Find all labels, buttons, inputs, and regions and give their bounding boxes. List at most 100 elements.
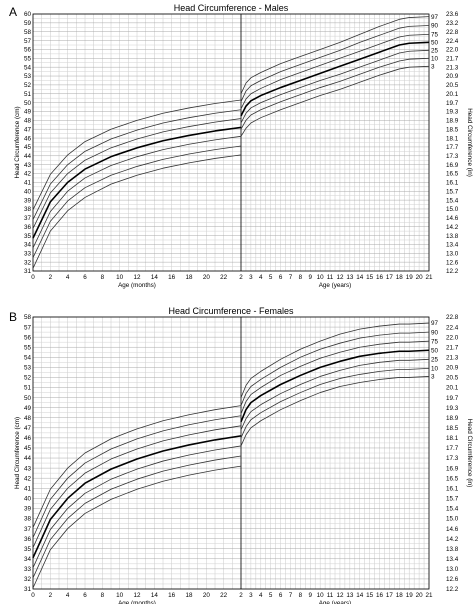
x-tick-label-months: 18 — [185, 592, 193, 599]
x-tick-label-months: 6 — [83, 274, 87, 281]
y-tick-label-cm: 48 — [24, 415, 32, 422]
x-tick-label-years: 11 — [327, 592, 334, 599]
percentile-curve-child-p25 — [240, 49, 430, 124]
y-tick-label-in: 22.4 — [446, 38, 459, 45]
x-tick-label-months: 20 — [203, 592, 211, 599]
percentile-curve-infant-p75 — [32, 425, 242, 548]
x-tick-label-years: 10 — [317, 274, 325, 281]
x-tick-label-years: 4 — [259, 274, 263, 281]
y-tick-label-in: 13.4 — [446, 242, 459, 249]
x-tick-label-years: 12 — [336, 592, 344, 599]
y-tick-label-cm: 60 — [24, 11, 32, 18]
y-tick-label-cm: 47 — [24, 425, 32, 432]
x-tick-label-years: 5 — [269, 274, 273, 281]
x-tick-label-years: 6 — [279, 274, 283, 281]
y-tick-label-cm: 44 — [24, 455, 32, 462]
y-tick-label-cm: 40 — [24, 188, 32, 195]
y-tick-label-cm: 39 — [24, 197, 32, 204]
y-tick-label-cm: 52 — [24, 82, 32, 89]
y-tick-label-cm: 57 — [24, 38, 32, 45]
plot-frame — [32, 316, 430, 590]
x-tick-label-months: 4 — [66, 592, 70, 599]
percentile-label: 10 — [431, 56, 439, 63]
percentile-curve-infant-p75 — [32, 118, 242, 229]
x-tick-label-months: 16 — [168, 274, 176, 281]
panel-label: B — [9, 310, 17, 324]
grid — [32, 13, 430, 272]
percentile-curve-child-p75 — [240, 340, 430, 414]
percentile-curve-infant-p25 — [32, 135, 242, 249]
x-tick-label-years: 13 — [346, 592, 354, 599]
y-tick-label-in: 16.9 — [446, 162, 459, 169]
y-axis-label-left: Head Circumference (cm) — [14, 417, 21, 489]
y-tick-label-in: 17.7 — [446, 144, 459, 151]
y-tick-label-cm: 31 — [24, 586, 32, 593]
y-tick-label-cm: 40 — [24, 496, 32, 503]
percentile-curve-child-p90 — [240, 25, 430, 102]
y-tick-label-cm: 37 — [24, 215, 32, 222]
y-tick-label-cm: 54 — [24, 354, 32, 361]
y-tick-label-in: 19.7 — [446, 100, 459, 107]
x-tick-label-months: 22 — [220, 592, 228, 599]
y-tick-label-cm: 43 — [24, 465, 32, 472]
x-axis-label-years: Age (years) — [319, 600, 352, 604]
chart-title: Head Circumference - Females — [168, 306, 294, 316]
x-tick-label-years: 20 — [416, 274, 424, 281]
percentile-label: 75 — [431, 338, 439, 345]
x-tick-label-months: 12 — [133, 274, 141, 281]
y-tick-label-in: 19.3 — [446, 109, 459, 116]
y-tick-label-in: 14.6 — [446, 215, 459, 222]
percentile-curve-infant-p50 — [32, 126, 242, 239]
percentile-curve-child-p97 — [240, 16, 430, 94]
x-tick-label-years: 7 — [289, 592, 293, 599]
y-tick-label-cm: 45 — [24, 144, 32, 151]
y-tick-label-cm: 34 — [24, 242, 32, 249]
y-tick-label-cm: 58 — [24, 29, 32, 36]
y-tick-label-in: 13.4 — [446, 556, 459, 563]
percentile-label: 97 — [431, 14, 439, 21]
x-tick-label-years: 14 — [356, 274, 364, 281]
y-tick-label-cm: 49 — [24, 109, 32, 116]
y-tick-label-cm: 38 — [24, 516, 32, 523]
percentile-curve-child-p10 — [240, 367, 430, 439]
y-tick-label-in: 13.8 — [446, 546, 459, 553]
percentile-label: 10 — [431, 366, 439, 373]
x-tick-label-months: 2 — [239, 592, 243, 599]
y-tick-label-in: 15.0 — [446, 206, 459, 213]
y-tick-label-in: 12.2 — [446, 586, 459, 593]
y-tick-label-in: 20.5 — [446, 82, 459, 89]
percentile-curve-infant-p10 — [32, 455, 242, 579]
x-tick-label-months: 14 — [151, 592, 159, 599]
percentile-label: 50 — [431, 40, 439, 47]
percentile-curve-infant-p90 — [32, 109, 242, 220]
y-tick-label-cm: 51 — [24, 91, 32, 98]
y-tick-label-cm: 35 — [24, 546, 32, 553]
x-axis-label-years: Age (years) — [319, 282, 352, 289]
percentile-curve-child-p50 — [240, 41, 430, 117]
x-tick-label-years: 21 — [425, 274, 433, 281]
y-tick-label-in: 21.7 — [446, 56, 459, 63]
chart-panel-males: A Head Circumference - Males3132333435363… — [9, 3, 473, 289]
x-tick-label-years: 15 — [366, 274, 374, 281]
y-tick-label-in: 14.2 — [446, 224, 459, 231]
y-tick-label-cm: 46 — [24, 435, 32, 442]
x-tick-label-months: 2 — [49, 592, 53, 599]
y-tick-label-in: 15.4 — [446, 506, 459, 513]
x-axis-label-months: Age (months) — [118, 282, 156, 289]
y-tick-label-in: 18.9 — [446, 118, 459, 125]
x-tick-label-years: 18 — [396, 592, 404, 599]
x-tick-label-years: 6 — [279, 592, 283, 599]
y-tick-label-in: 22.8 — [446, 314, 459, 321]
y-tick-label-cm: 37 — [24, 526, 32, 533]
y-tick-label-cm: 41 — [24, 180, 32, 187]
y-tick-label-in: 22.4 — [446, 324, 459, 331]
y-tick-label-cm: 36 — [24, 224, 32, 231]
y-tick-label-cm: 54 — [24, 64, 32, 71]
plot-frame — [32, 13, 430, 272]
x-tick-label-years: 13 — [346, 274, 354, 281]
percentile-label: 3 — [431, 374, 435, 381]
y-tick-label-in: 15.4 — [446, 197, 459, 204]
y-tick-label-in: 22.0 — [446, 47, 459, 54]
percentile-label: 25 — [431, 48, 439, 55]
